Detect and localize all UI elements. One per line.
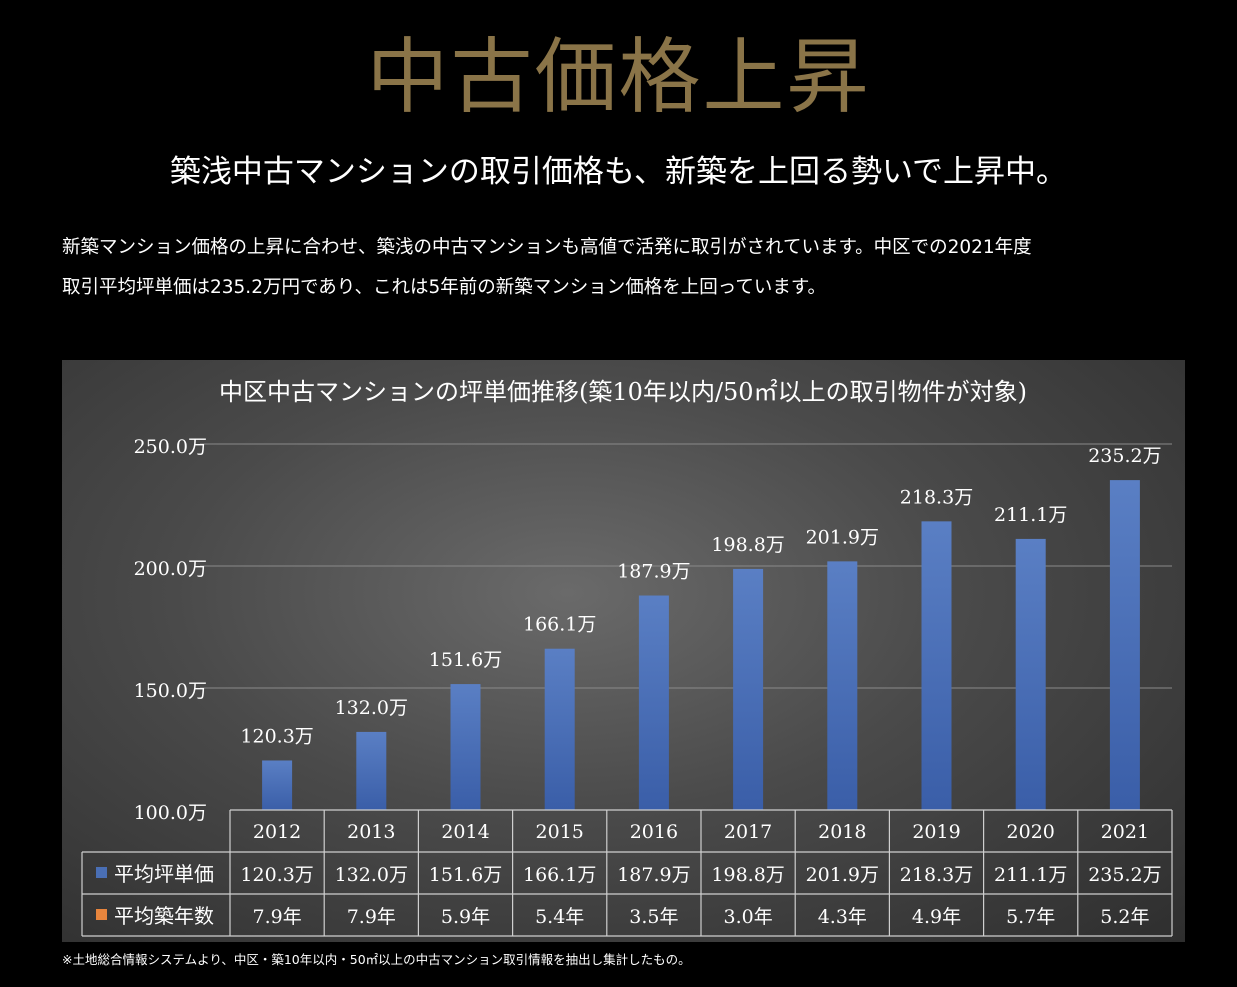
bar-value-label: 166.1万 [523, 614, 596, 636]
bar-value-label: 201.9万 [806, 526, 879, 548]
y-tick-label: 150.0万 [134, 680, 207, 702]
y-tick-label: 250.0万 [134, 436, 207, 458]
x-tick-label: 2017 [724, 821, 772, 843]
x-tick-label: 2015 [536, 821, 584, 843]
table-cell: 5.4年 [535, 906, 584, 928]
description-line-1: 新築マンション価格の上昇に合わせ、築浅の中古マンションも高値で活発に取引がされて… [62, 237, 1032, 258]
table-cell: 151.6万 [429, 864, 502, 886]
table-cell: 166.1万 [523, 864, 596, 886]
table-cell: 7.9年 [252, 906, 301, 928]
legend-label: 平均坪単価 [114, 862, 214, 886]
table-cell: 218.3万 [900, 864, 973, 886]
table-cell: 5.9年 [441, 906, 490, 928]
bar-2014 [450, 684, 481, 810]
table-cell: 5.7年 [1006, 906, 1055, 928]
bar-value-label: 235.2万 [1088, 445, 1161, 467]
table-cell: 4.3年 [818, 906, 867, 928]
table-cell: 3.0年 [723, 906, 772, 928]
bar-value-label: 132.0万 [335, 697, 408, 719]
y-tick-label: 100.0万 [134, 802, 207, 824]
legend-swatch [96, 909, 107, 920]
chart-title: 中区中古マンションの坪単価推移(築10年以内/50㎡以上の取引物件が対象) [219, 378, 1027, 406]
table-cell: 211.1万 [994, 864, 1067, 886]
bar-2021 [1109, 480, 1140, 810]
x-tick-label: 2016 [630, 821, 678, 843]
table-cell: 7.9年 [347, 906, 396, 928]
bar-value-label: 211.1万 [994, 504, 1067, 526]
bar-2018 [827, 561, 858, 810]
bar-chart: 中区中古マンションの坪単価推移(築10年以内/50㎡以上の取引物件が対象) 10… [81, 378, 1173, 937]
table-cell: 201.9万 [806, 864, 879, 886]
bar-value-label: 187.9万 [617, 561, 690, 583]
table-cell: 235.2万 [1088, 864, 1161, 886]
table-cell: 5.2年 [1100, 906, 1149, 928]
x-tick-label: 2013 [347, 821, 395, 843]
description-line-2: 取引平均坪単価は235.2万円であり、これは5年前の新築マンション価格を上回って… [62, 277, 827, 298]
x-tick-label: 2018 [818, 821, 866, 843]
x-tick-label: 2019 [912, 821, 960, 843]
description: 新築マンション価格の上昇に合わせ、築浅の中古マンションも高値で活発に取引がされて… [62, 228, 1182, 308]
bar-2012 [262, 760, 293, 810]
bar-2015 [544, 648, 575, 810]
x-tick-label: 2012 [253, 821, 301, 843]
bar-value-label: 151.6万 [429, 649, 502, 671]
x-tick-label: 2021 [1101, 821, 1149, 843]
bar-value-label: 218.3万 [900, 486, 973, 508]
bar-2020 [1015, 538, 1046, 810]
table-cell: 4.9年 [912, 906, 961, 928]
table-cell: 120.3万 [240, 864, 313, 886]
footnote: ※土地総合情報システムより、中区・築10年以内・50㎡以上の中古マンション取引情… [62, 952, 691, 967]
legend-label: 平均築年数 [114, 904, 214, 928]
table-cell: 3.5年 [629, 906, 678, 928]
bar-2013 [356, 731, 387, 810]
bar-2017 [733, 568, 764, 810]
page-title: 中古価格上昇 [366, 30, 871, 125]
bar-2016 [638, 595, 669, 810]
y-tick-label: 200.0万 [134, 558, 207, 580]
table-cell: 187.9万 [617, 864, 690, 886]
legend-swatch [96, 867, 107, 878]
bar-value-label: 120.3万 [240, 725, 313, 747]
x-tick-label: 2014 [441, 821, 489, 843]
x-tick-label: 2020 [1007, 821, 1055, 843]
chart-panel: 中区中古マンションの坪単価推移(築10年以内/50㎡以上の取引物件が対象) 10… [62, 360, 1185, 942]
bar-2019 [921, 521, 952, 810]
table-cell: 132.0万 [335, 864, 408, 886]
bar-value-label: 198.8万 [711, 534, 784, 556]
page-subtitle: 築浅中古マンションの取引価格も、新築を上回る勢いで上昇中。 [169, 154, 1068, 190]
table-cell: 198.8万 [711, 864, 784, 886]
